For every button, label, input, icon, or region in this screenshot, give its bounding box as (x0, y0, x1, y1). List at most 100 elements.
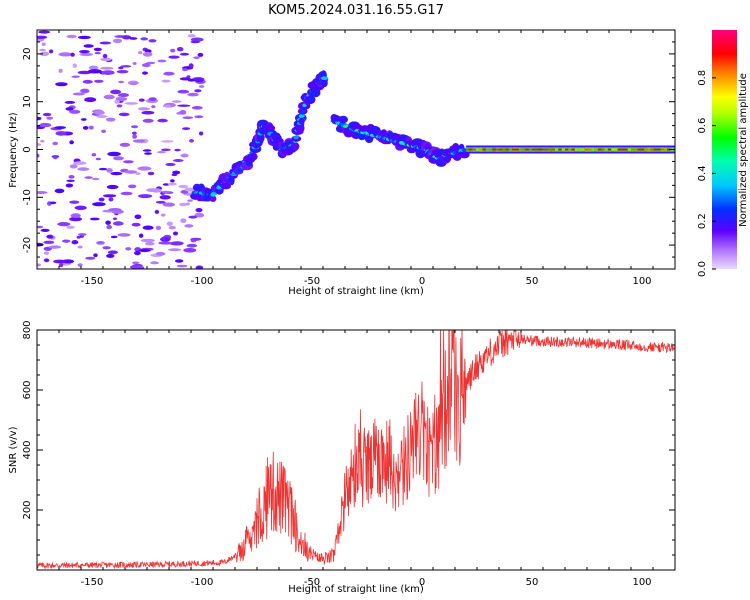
heatmap-noise-cell (98, 197, 105, 202)
heatmap-noise-cell (155, 225, 161, 231)
y-tick-label: 0 (22, 146, 33, 152)
heatmap-noise-cell (43, 240, 55, 244)
heatmap-noise-cell (179, 110, 187, 115)
heatmap-noise-cell (99, 41, 112, 45)
heatmap-noise-cell (144, 152, 152, 155)
heatmap-noise-cell (69, 164, 78, 169)
heatmap-noise-cell (102, 246, 111, 250)
heatmap-noise-cell (39, 48, 46, 52)
heatmap-noise-cell (77, 35, 91, 40)
heatmap-noise-cell (113, 217, 117, 220)
heatmap-line-core (650, 148, 655, 151)
figure-title: KOM5.2024.031.16.55.G17 (268, 3, 444, 18)
heatmap-noise-cell (141, 63, 151, 68)
heatmap-noise-cell (176, 264, 188, 268)
heatmap-line-core (485, 148, 490, 151)
heatmap-noise-cell (182, 127, 191, 130)
colorbar-tick-label: 0.8 (697, 70, 708, 86)
heatmap-noise-cell (53, 155, 58, 160)
heatmap-noise-cell (91, 153, 97, 157)
snr-x-ticks: -150 -100 -50 0 50 100 (36, 330, 676, 588)
heatmap-line-core (548, 148, 553, 151)
heatmap-noise-cell (112, 221, 124, 226)
heatmap-noise-cell (198, 85, 205, 88)
heatmap-noise-cell (54, 188, 65, 194)
heatmap-noise-cell (59, 263, 64, 268)
heatmap-noise-cell (37, 153, 40, 158)
heatmap-noise-cell (142, 149, 152, 152)
heatmap-line-core (654, 148, 658, 151)
heatmap-noise-cell (188, 63, 194, 69)
heatmap-signal-halo (249, 152, 258, 161)
heatmap-line-core (574, 148, 579, 151)
x-tick-label: 50 (526, 276, 539, 287)
spectrogram-heatmap (37, 30, 675, 269)
heatmap-noise-cell (160, 213, 166, 217)
heatmap-noise-cell (125, 247, 132, 251)
x-tick-label: 100 (632, 276, 651, 287)
heatmap-noise-cell (57, 222, 71, 227)
heatmap-noise-cell (49, 49, 54, 54)
heatmap-noise-cell (106, 184, 119, 190)
heatmap-noise-cell (137, 107, 150, 111)
spectrogram-x-ticks: -150 -100 -50 0 50 100 (36, 30, 676, 287)
colorbar-ticks: 0.0 0.2 0.4 0.6 0.8 (697, 70, 716, 277)
heatmap-noise-cell (118, 112, 130, 117)
heatmap-noise-cell (135, 172, 141, 176)
heatmap-noise-cell (96, 241, 105, 245)
heatmap-noise-cell (161, 79, 171, 83)
x-tick-label: -50 (304, 276, 320, 287)
heatmap-noise-cell (98, 167, 108, 171)
heatmap-noise-cell (110, 171, 123, 176)
heatmap-line-core (617, 148, 622, 151)
heatmap-noise-cell (187, 199, 193, 202)
spectrogram-x-axis-label: Height of straight line (km) (288, 286, 424, 297)
heatmap-noise-cell (102, 53, 108, 59)
heatmap-noise-cell (155, 200, 166, 204)
heatmap-noise-cell (78, 233, 87, 236)
heatmap-noise-cell (179, 202, 188, 207)
heatmap-noise-cell (195, 79, 203, 83)
snr-y-ticks: 200 400 600 800 (22, 320, 675, 571)
heatmap-noise-cell (157, 151, 166, 154)
heatmap-noise-cell (37, 225, 44, 229)
heatmap-signal-halo (338, 115, 349, 124)
heatmap-noise-cell (69, 140, 74, 145)
heatmap-noise-cell (170, 241, 184, 246)
heatmap-noise-cell (167, 182, 177, 186)
heatmap-noise-cell (145, 241, 155, 246)
heatmap-noise-cell (173, 159, 184, 162)
heatmap-noise-cell (159, 195, 171, 200)
heatmap-noise-cell (112, 38, 123, 44)
heatmap-noise-cell (142, 51, 153, 57)
heatmap-noise-cell (55, 82, 68, 87)
heatmap-line-core (551, 148, 556, 151)
snr-series-line (37, 330, 675, 570)
heatmap-line-core (482, 148, 487, 151)
heatmap-line-core (631, 148, 635, 151)
heatmap-noise-cell (161, 140, 174, 143)
heatmap-line-core (627, 148, 632, 151)
heatmap-noise-cell (40, 139, 45, 143)
heatmap-noise-cell (106, 224, 112, 230)
heatmap-line-core (604, 148, 609, 151)
heatmap-noise-cell (137, 265, 145, 269)
heatmap-noise-cell (82, 126, 89, 130)
heatmap-line-core (525, 148, 529, 151)
heatmap-noise-cell (42, 112, 52, 117)
heatmap-noise-cell (96, 115, 108, 118)
heatmap-line-core (466, 148, 470, 151)
heatmap-noise-cell (134, 214, 142, 220)
heatmap-noise-cell (37, 191, 48, 194)
heatmap-noise-cell (38, 30, 51, 34)
y-tick-label: 200 (22, 500, 33, 519)
heatmap-line-core (664, 148, 668, 151)
heatmap-line-core (545, 148, 549, 151)
heatmap-noise-cell (95, 157, 101, 161)
heatmap-noise-cell (77, 263, 83, 267)
heatmap-noise-cell (73, 161, 87, 165)
heatmap-noise-cell (190, 238, 197, 243)
heatmap-noise-cell (180, 153, 189, 158)
heatmap-line-core (607, 148, 612, 151)
